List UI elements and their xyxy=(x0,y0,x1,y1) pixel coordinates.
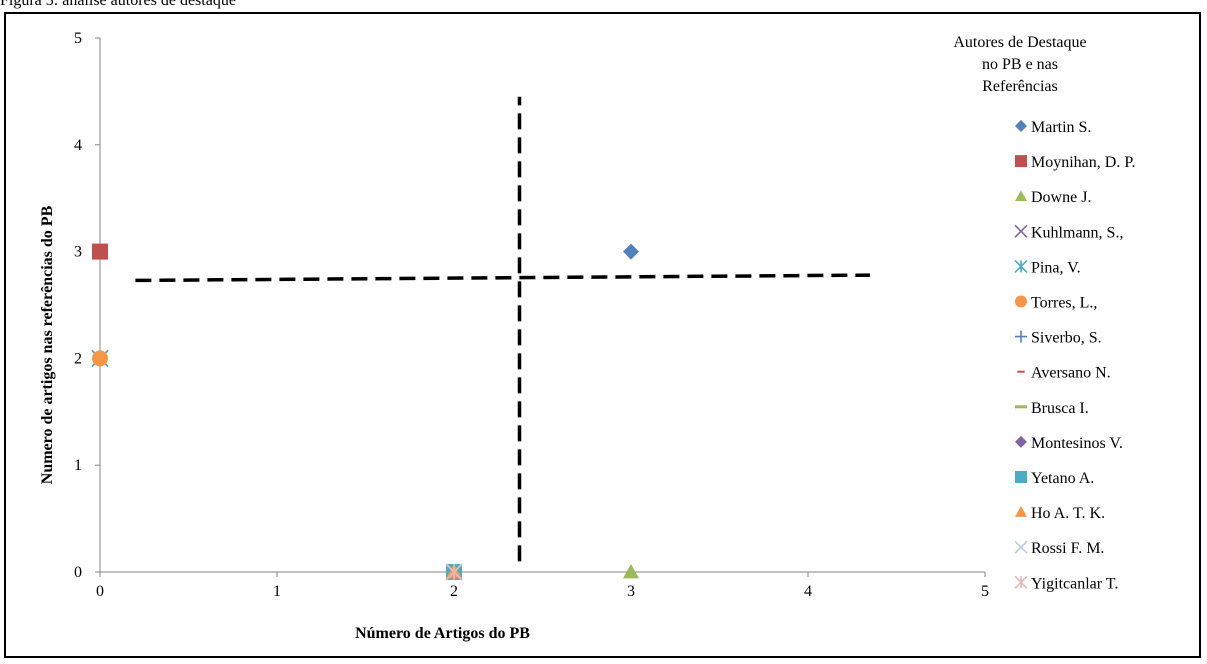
y-tick-label: 3 xyxy=(74,244,82,261)
legend-marker xyxy=(1015,120,1027,132)
reference-line-horizontal xyxy=(135,273,870,283)
legend-label: Ho A. T. K. xyxy=(1031,505,1105,522)
legend-label: Aversano N. xyxy=(1031,365,1111,382)
legend-marker xyxy=(1015,330,1027,343)
legend: Autores de Destaque no PB e nas Referência… xyxy=(953,34,1135,592)
x-tick-label: 2 xyxy=(450,583,458,600)
x-axis-title: Número de Artigos do PB xyxy=(355,625,530,642)
chart-frame xyxy=(4,12,1201,658)
legend-label: Siverbo, S. xyxy=(1031,330,1102,347)
legend-label: Rossi F. M. xyxy=(1031,540,1104,557)
legend-label: Downe J. xyxy=(1031,189,1091,206)
legend-marker xyxy=(1015,471,1027,483)
data-points xyxy=(91,243,639,581)
y-tick-label: 4 xyxy=(74,137,82,154)
legend-marker xyxy=(1015,435,1027,448)
legend-marker xyxy=(1014,575,1028,589)
data-point xyxy=(92,350,108,367)
x-tick-label: 0 xyxy=(96,583,104,600)
legend-marker xyxy=(1015,295,1027,308)
legend-label: Yigitcanlar T. xyxy=(1031,575,1118,592)
legend-marker xyxy=(1014,540,1028,554)
legend-label: Martin S. xyxy=(1031,119,1091,136)
legend-marker xyxy=(1014,259,1028,273)
y-axis-title: Numero de artigos nas referências do PB xyxy=(39,205,56,484)
legend-marker xyxy=(1015,190,1027,201)
x-tick-label: 5 xyxy=(981,583,989,600)
legend-label: Kuhlmann, S., xyxy=(1031,224,1123,241)
legend-label: Montesinos V. xyxy=(1031,435,1123,452)
reference-lines xyxy=(135,96,870,562)
legend-label: Torres, L., xyxy=(1031,295,1097,312)
data-point xyxy=(445,563,463,581)
x-tick-label: 1 xyxy=(273,583,281,600)
legend-marker xyxy=(1014,224,1028,238)
x-tick-label: 4 xyxy=(804,583,812,600)
y-tick-label: 1 xyxy=(74,457,82,474)
y-tick-label: 2 xyxy=(74,350,82,367)
data-point xyxy=(623,564,639,579)
legend-label: Moynihan, D. P. xyxy=(1031,154,1135,171)
y-tick-label: 0 xyxy=(74,564,82,581)
chart-axes: 0 1 2 3 4 5 0 1 2 3 4 5 xyxy=(74,30,989,600)
x-tick-label: 3 xyxy=(627,583,635,600)
legend-label: Pina, V. xyxy=(1031,259,1081,276)
figure-caption: Figura 5: análise autores de destaque xyxy=(0,0,236,9)
legend-title-line: no PB e nas xyxy=(982,56,1058,73)
legend-marker xyxy=(1015,155,1027,168)
y-tick-label: 5 xyxy=(74,30,82,47)
legend-title-line: Autores de Destaque xyxy=(953,34,1086,51)
legend-label: Brusca I. xyxy=(1031,400,1089,417)
legend-marker xyxy=(1015,506,1027,517)
legend-title-line: Referências xyxy=(982,78,1058,95)
legend-label: Yetano A. xyxy=(1031,470,1094,487)
data-point xyxy=(623,243,639,260)
data-point xyxy=(92,243,108,260)
